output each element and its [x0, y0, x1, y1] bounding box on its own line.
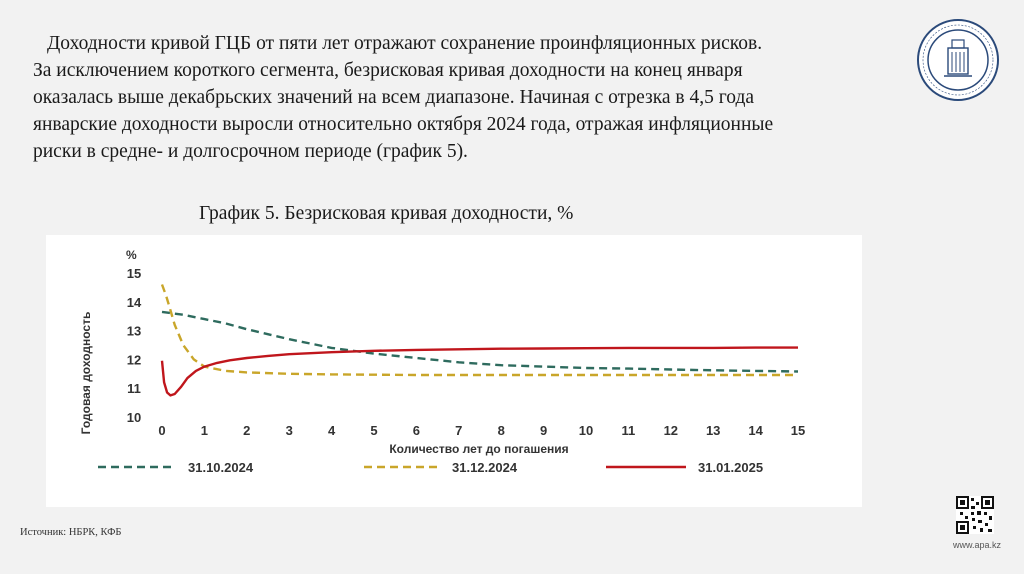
x-tick-label: 8 [498, 423, 505, 438]
legend-label: 31.10.2024 [188, 460, 254, 475]
x-tick-label: 13 [706, 423, 720, 438]
y-tick-label: 14 [127, 295, 142, 310]
legend-label: 31.12.2024 [452, 460, 518, 475]
series-lines [160, 284, 799, 397]
intro-line-3: оказалась выше декабрьских значений на в… [33, 87, 755, 108]
x-tick-label: 12 [664, 423, 678, 438]
x-tick-label: 10 [579, 423, 593, 438]
y-tick-label: 12 [127, 352, 141, 367]
x-tick-label: 5 [370, 423, 377, 438]
site-url: www.apa.kz [952, 540, 1002, 550]
source-note: Источник: НБРК, КФБ [20, 527, 122, 538]
x-tick-label: 14 [748, 423, 763, 438]
intro-line-2: За исключением короткого сегмента, безри… [33, 60, 743, 81]
intro-paragraph: Доходности кривой ГЦБ от пяти лет отража… [33, 30, 903, 165]
y-tick-label: 15 [127, 266, 141, 281]
chart-title: График 5. Безрисковая кривая доходности,… [199, 203, 574, 224]
intro-line-5: риски в средне- и долгосрочном периоде (… [33, 141, 468, 162]
chart-panel: 10 11 12 13 14 15 0 1 2 3 4 5 6 7 8 9 10 11 12 13 14 15 31.1… [46, 235, 862, 507]
y-axis-unit: % [126, 248, 137, 262]
x-tick-label: 9 [540, 423, 547, 438]
y-tick-label: 10 [127, 410, 141, 425]
y-tick-label: 11 [127, 381, 141, 396]
x-tick-label: 2 [243, 423, 250, 438]
x-tick-label: 11 [622, 423, 636, 438]
y-tick-label: 13 [127, 324, 141, 339]
legend: 31.10.2024 31.12.2024 31.01.2025 [98, 460, 763, 475]
intro-line-1: Доходности кривой ГЦБ от пяти лет отража… [47, 33, 763, 54]
seal-logo-icon [917, 19, 999, 101]
x-axis-ticks: 0 1 2 3 4 5 6 7 8 9 10 11 12 13 14 15 [158, 423, 805, 438]
qr-code-icon [956, 496, 994, 534]
y-axis-label: Годовая доходность [79, 312, 93, 435]
x-tick-label: 0 [158, 423, 165, 438]
x-tick-label: 4 [328, 423, 336, 438]
x-tick-label: 6 [413, 423, 420, 438]
intro-line-4: январские доходности выросли относительн… [33, 114, 774, 135]
x-tick-label: 1 [201, 423, 208, 438]
y-axis-ticks: 10 11 12 13 14 15 [127, 266, 142, 425]
series-line-31.10.2024 [161, 310, 799, 373]
series-line-31.12.2024 [160, 284, 798, 377]
x-tick-label: 15 [791, 423, 805, 438]
x-tick-label: 3 [286, 423, 293, 438]
x-tick-label: 7 [455, 423, 462, 438]
series-line-31.01.2025 [160, 346, 798, 397]
x-axis-label: Количество лет до погашения [389, 442, 568, 456]
legend-label: 31.01.2025 [698, 460, 763, 475]
